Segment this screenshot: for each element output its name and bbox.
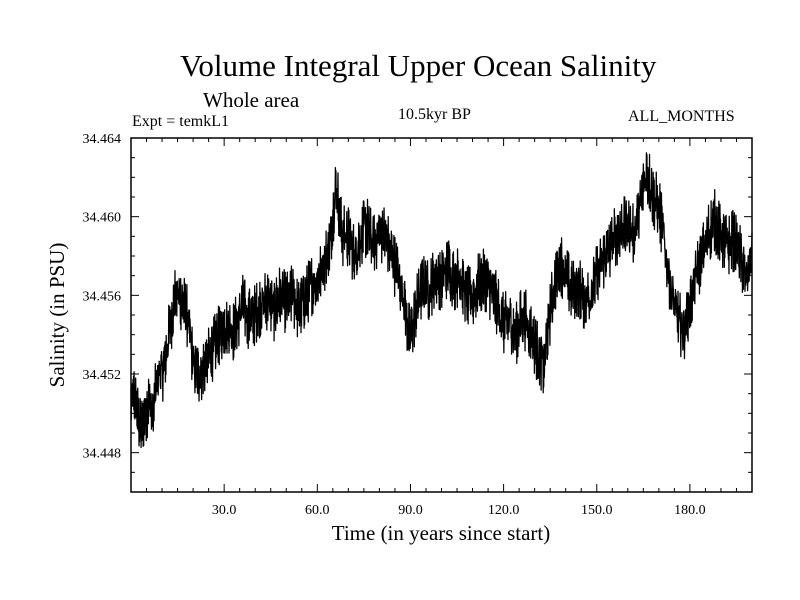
x-tick-label: 60.0 <box>305 503 330 518</box>
y-tick-label: 34.464 <box>83 132 122 147</box>
tick-labels: 30.0 60.0 90.0 120.0 150.0 180.0 34.448 34.452 3… <box>83 132 706 518</box>
chart-subtitle: Whole area <box>203 88 300 112</box>
salinity-series-line <box>130 152 753 449</box>
y-axis-title: Salinity (in PSU) <box>45 243 69 388</box>
x-tick-label: 120.0 <box>488 503 520 518</box>
chart-title: Volume Integral Upper Ocean Salinity <box>180 48 657 83</box>
x-tick-label: 150.0 <box>581 503 613 518</box>
x-axis-title: Time (in years since start) <box>332 521 551 545</box>
x-tick-label: 180.0 <box>674 503 706 518</box>
period-label: 10.5kyr BP <box>398 106 471 123</box>
y-tick-label: 34.460 <box>83 211 122 226</box>
x-tick-label: 30.0 <box>212 503 237 518</box>
y-tick-label: 34.448 <box>83 447 122 462</box>
y-tick-label: 34.456 <box>83 289 122 304</box>
y-tick-label: 34.452 <box>83 368 122 383</box>
x-tick-label: 90.0 <box>398 503 423 518</box>
experiment-label: Expt = temkL1 <box>132 113 230 130</box>
months-label: ALL_MONTHS <box>628 108 735 125</box>
axis-ticks <box>131 138 752 492</box>
